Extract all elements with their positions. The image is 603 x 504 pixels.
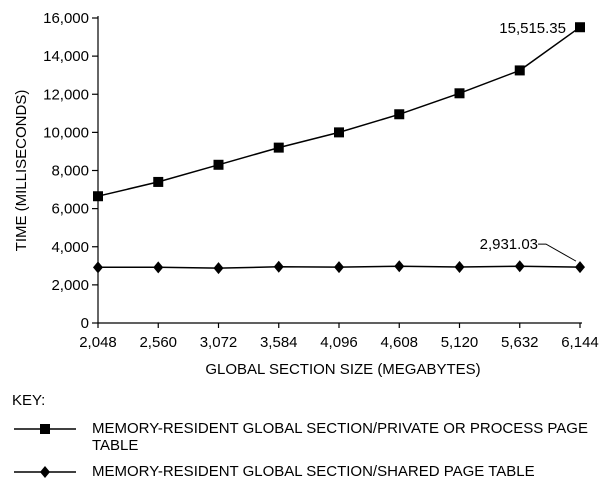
data-point-square (575, 22, 585, 33)
diamond-marker-icon (14, 466, 76, 478)
y-axis-title: TIME (MILLISECONDS) (13, 90, 30, 252)
y-tick-label: 2,000 (51, 277, 89, 294)
y-tick-label: 12,000 (43, 86, 89, 103)
y-tick-label: 14,000 (43, 48, 89, 65)
data-label-leader-line (538, 243, 577, 262)
y-tick-label: 6,000 (51, 201, 89, 218)
data-point-diamond (575, 261, 585, 274)
data-point-diamond (514, 260, 525, 273)
data-point-square (334, 127, 344, 138)
key-item-private-page-table: MEMORY-RESIDENT GLOBAL SECTION/PRIVATE O… (12, 420, 597, 454)
square-marker-icon (14, 424, 76, 434)
x-tick-label: 5,120 (441, 334, 479, 351)
chart-key: KEY: MEMORY-RESIDENT GLOBAL SECTION/PRIV… (12, 392, 597, 489)
series-line-square (97, 26, 581, 197)
key-item-shared-page-table: MEMORY-RESIDENT GLOBAL SECTION/SHARED PA… (12, 463, 597, 480)
key-title: KEY: (12, 392, 46, 409)
x-tick-label: 3,072 (200, 334, 238, 351)
x-tick-label: 4,608 (380, 334, 418, 351)
x-axis-title: GLOBAL SECTION SIZE (MEGABYTES) (205, 361, 480, 378)
data-point-square (514, 65, 525, 76)
x-tick-label: 2,048 (79, 334, 117, 351)
x-tick-label: 3,584 (260, 334, 298, 351)
data-point-square (273, 142, 284, 153)
data-point-diamond (454, 260, 465, 273)
data-point-diamond (394, 260, 405, 273)
key-item-label: MEMORY-RESIDENT GLOBAL SECTION/SHARED PA… (92, 463, 535, 480)
data-point-diamond (153, 261, 164, 274)
data-label-max-private: 15,515.35 (499, 20, 566, 37)
key-item-label: MEMORY-RESIDENT GLOBAL SECTION/PRIVATE O… (92, 420, 588, 454)
data-point-diamond (273, 260, 284, 273)
data-point-square (394, 109, 405, 120)
x-tick-label: 6,144 (561, 334, 599, 351)
y-tick-label: 4,000 (51, 239, 89, 256)
y-tick-label: 10,000 (43, 124, 89, 141)
data-point-diamond (93, 261, 103, 274)
y-tick-label: 0 (81, 315, 89, 332)
y-tick-label: 16,000 (43, 10, 89, 27)
data-point-diamond (213, 262, 224, 275)
data-point-square (213, 159, 224, 170)
data-point-diamond (334, 261, 344, 274)
x-tick-label: 2,560 (139, 334, 177, 351)
data-label-shared: 2,931.03 (480, 236, 538, 253)
y-tick-label: 8,000 (51, 163, 89, 180)
data-point-square (454, 88, 465, 99)
line-chart: 0 2,000 4,000 6,000 8,000 10,000 12,000 14,000 1… (13, 10, 599, 378)
data-point-square (93, 191, 103, 202)
x-tick-label: 4,096 (320, 334, 358, 351)
data-point-square (153, 176, 164, 187)
x-tick-label: 5,632 (501, 334, 539, 351)
